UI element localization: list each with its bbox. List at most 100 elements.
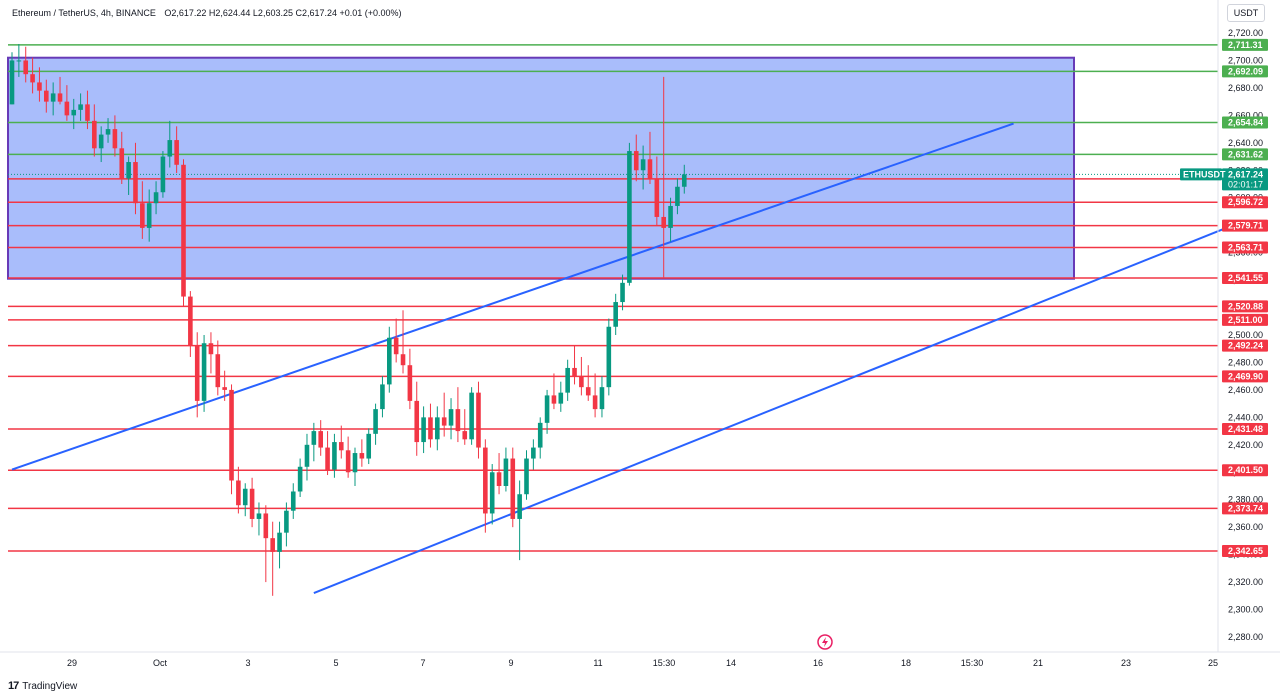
candle (290, 483, 296, 519)
candle-body (496, 472, 502, 486)
time-tick-label: 21 (1033, 658, 1043, 668)
candle-body (304, 444, 310, 467)
candle (37, 67, 42, 102)
candle (222, 370, 227, 401)
level-price-tag-label: 2,492.24 (1228, 341, 1263, 351)
candle-body (57, 93, 63, 102)
currency-button[interactable]: USDT (1227, 4, 1265, 22)
candle-body (338, 442, 344, 451)
candle-body (359, 453, 365, 459)
candle (85, 90, 90, 130)
candle (585, 365, 591, 401)
level-price-tag: 2,631.62 (1222, 148, 1268, 161)
candle-body (242, 488, 248, 506)
candle (201, 335, 207, 412)
time-tick-label: 3 (245, 658, 250, 668)
price-tick-label: 2,380.00 (1228, 495, 1263, 505)
candle-body (503, 458, 509, 486)
candle-body (201, 343, 207, 401)
candle-body (345, 450, 351, 473)
level-price-tag-label: 2,342.65 (1228, 546, 1263, 556)
candle-body (531, 447, 536, 459)
candle (441, 392, 447, 437)
candle (188, 291, 193, 357)
level-price-tag-bg (1222, 464, 1268, 477)
candle-body (483, 447, 488, 514)
candle-body (585, 387, 591, 396)
candle (510, 447, 516, 528)
price-tick-label: 2,460.00 (1228, 385, 1263, 395)
candle-body (579, 376, 584, 388)
candle-body (167, 140, 173, 157)
candle-body (551, 395, 557, 404)
candle (551, 373, 557, 410)
candle-body (400, 354, 406, 366)
level-price-tag-label: 2,692.09 (1228, 66, 1263, 76)
price-tick-label: 2,300.00 (1228, 605, 1263, 615)
level-price-tag-bg (1222, 38, 1268, 51)
candle (242, 483, 248, 517)
candle (455, 387, 461, 443)
candles-layer (9, 43, 687, 596)
candle-body (469, 392, 474, 440)
level-price-tag: 2,711.31 (1222, 38, 1268, 51)
candle (270, 521, 275, 596)
candle (284, 502, 289, 547)
candle-body (188, 296, 193, 346)
candle-body (119, 148, 125, 179)
level-price-tag: 2,563.71 (1222, 241, 1268, 254)
candle-body (489, 472, 495, 514)
candle-body (448, 409, 454, 426)
candle-body (654, 178, 660, 217)
candle-body (325, 447, 330, 470)
candle (181, 159, 186, 307)
candle (544, 389, 550, 434)
candle (599, 376, 605, 418)
candle-body (606, 326, 612, 388)
candle (565, 359, 570, 401)
level-price-tag-label: 2,469.90 (1228, 371, 1263, 381)
candle-body (393, 337, 399, 355)
level-price-tag-label: 2,563.71 (1228, 243, 1263, 253)
candle (476, 381, 481, 459)
candle (146, 189, 152, 242)
candle-body (105, 129, 111, 135)
candle-body (23, 60, 29, 75)
time-tick-label: 9 (508, 658, 513, 668)
candle (503, 447, 509, 492)
candle-body (647, 159, 653, 179)
candle (572, 345, 577, 385)
time-tick-label: 14 (726, 658, 736, 668)
level-price-tag-label: 2,373.74 (1228, 503, 1263, 513)
candle (297, 458, 303, 497)
level-price-tag-bg (1222, 148, 1268, 161)
tradingview-brand[interactable]: 17 TradingView (8, 680, 77, 692)
candle (167, 120, 173, 168)
candle-body (208, 343, 214, 355)
candle (606, 318, 612, 396)
current-price-tag-bg (1222, 168, 1268, 191)
candle-body (71, 109, 77, 116)
level-price-tag-label: 2,520.88 (1228, 301, 1263, 311)
level-price-tag-label: 2,511.00 (1228, 315, 1263, 325)
level-price-tag-bg (1222, 544, 1268, 557)
level-price-tag-bg (1222, 502, 1268, 515)
candle-body (407, 365, 413, 401)
level-price-tag-label: 2,596.72 (1228, 197, 1263, 207)
candle (668, 197, 673, 242)
time-tick-label: 5 (333, 658, 338, 668)
candle (318, 420, 323, 456)
candle-body (30, 74, 35, 83)
level-price-tag-bg (1222, 116, 1268, 129)
candle (105, 118, 111, 143)
candle-body (476, 392, 481, 448)
candle (352, 447, 358, 486)
candle (126, 156, 131, 195)
candle (633, 134, 639, 182)
candle (558, 381, 564, 412)
candle-body (620, 282, 625, 303)
candle (613, 293, 618, 335)
level-price-tag: 2,401.50 (1222, 464, 1268, 477)
